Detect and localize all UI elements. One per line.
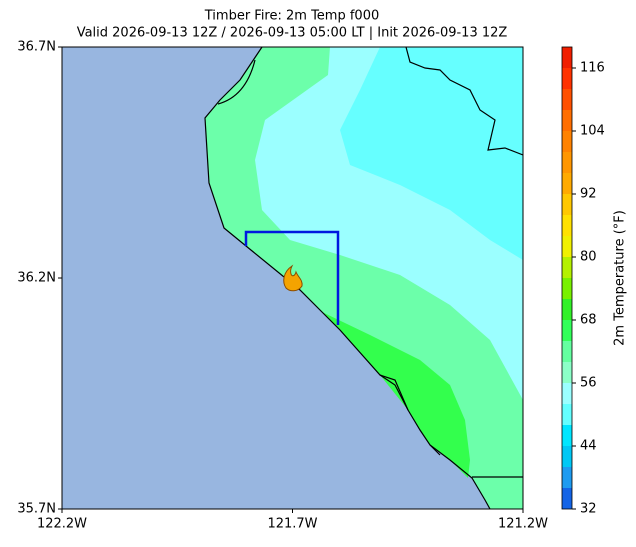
- chart-subtitle: Valid 2026-09-13 12Z / 2026-09-13 05:00 …: [77, 26, 508, 41]
- colorbar-segment: [562, 194, 572, 215]
- colorbar-segment: [562, 47, 572, 68]
- colorbar-tick-label: 80: [580, 250, 597, 265]
- colorbar-segment: [562, 488, 572, 509]
- y-tick-label: 35.7N: [17, 502, 56, 517]
- colorbar-tick-label: 56: [580, 376, 597, 391]
- contour-fill: [322, 312, 470, 478]
- colorbar-segment: [562, 152, 572, 173]
- colorbar-segment: [562, 236, 572, 257]
- colorbar-segment: [562, 278, 572, 299]
- colorbar-tick-label: 68: [580, 313, 597, 328]
- colorbar-segment: [562, 215, 572, 236]
- border: [217, 47, 523, 478]
- highlight-box: [244, 230, 340, 325]
- colorbar-segment: [562, 383, 572, 404]
- colorbar-frame: [561, 46, 573, 510]
- colorbar-segment: [562, 362, 572, 383]
- coastline: [204, 47, 491, 509]
- colorbar-tick-label: 32: [580, 502, 597, 517]
- colorbar-segment: [562, 131, 572, 152]
- map: [62, 47, 523, 509]
- colorbar-segment: [562, 341, 572, 362]
- colorbar-tick-label: 116: [580, 61, 605, 76]
- colorbar-segment: [562, 89, 572, 110]
- colorbar-segment: [562, 467, 572, 488]
- chart-title: Timber Fire: 2m Temp f000: [204, 9, 380, 24]
- contour-fill: [340, 47, 523, 260]
- colorbar-segment: [562, 320, 572, 341]
- x-tick-label: 121.7W: [267, 517, 317, 532]
- x-tick-label: 121.2W: [498, 517, 548, 532]
- colorbar-tick-label: 44: [580, 439, 597, 454]
- colorbar-tick-label: 92: [580, 187, 597, 202]
- colorbar-tick-label: 104: [580, 124, 605, 139]
- colorbar-segment: [562, 110, 572, 131]
- y-tick-label: 36.7N: [17, 40, 56, 55]
- colorbar-segment: [562, 257, 572, 278]
- colorbar-segment: [562, 446, 572, 467]
- x-tick-label: 122.2W: [37, 517, 87, 532]
- colorbar-segment: [562, 299, 572, 320]
- colorbar-segment: [562, 404, 572, 425]
- colorbar-segment: [562, 425, 572, 446]
- fire-icon: [283, 264, 303, 292]
- colorbar-segment: [562, 68, 572, 89]
- colorbar-label: 2m Temperature (°F): [613, 210, 628, 346]
- colorbar-segment: [562, 173, 572, 194]
- y-tick-label: 36.2N: [17, 271, 56, 286]
